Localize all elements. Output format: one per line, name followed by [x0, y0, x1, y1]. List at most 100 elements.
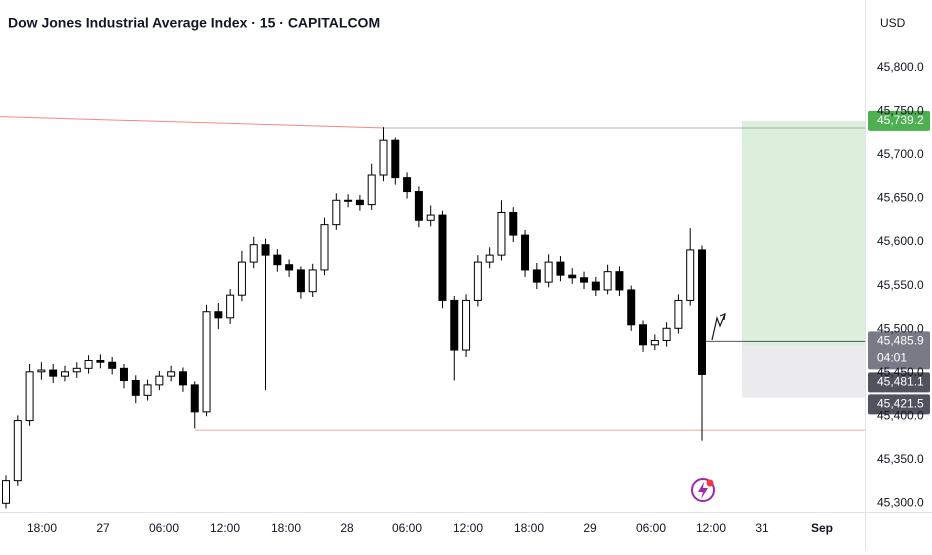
candle-body [214, 311, 223, 319]
y-tick-label: 45,800.0 [877, 60, 924, 74]
x-tick-label: 28 [340, 521, 354, 535]
price-badge-label: 45,421.5 [877, 397, 924, 411]
candle-body [591, 281, 600, 291]
candle-body [37, 369, 46, 373]
candle-body [686, 249, 695, 301]
x-tick-label: 27 [96, 521, 110, 535]
price-badge-label: 45,739.2 [877, 113, 924, 127]
price-badge [868, 331, 930, 370]
candle-body [320, 224, 329, 271]
candle-body [650, 339, 659, 346]
target-zone [742, 120, 865, 346]
candle-body [662, 327, 671, 341]
y-tick-label: 45,300.0 [877, 495, 924, 509]
candle-body [308, 269, 317, 293]
y-tick-label: 45,550.0 [877, 278, 924, 292]
price-badge-label: 45,485.9 [877, 334, 924, 348]
candle-body [84, 359, 93, 369]
candle-body [25, 371, 34, 422]
candle-body [698, 249, 706, 375]
x-tick-label: Sep [811, 521, 833, 535]
candle-body [296, 269, 305, 293]
candle-body [462, 299, 471, 351]
candle-body [285, 264, 294, 271]
candle-body [178, 371, 187, 386]
candle-body [438, 214, 447, 301]
candle-body [119, 367, 128, 382]
y-tick-label: 45,600.0 [877, 234, 924, 248]
candle-body [497, 211, 506, 256]
candle-body [49, 369, 58, 377]
x-tick-label: 12:00 [696, 521, 726, 535]
candle-body [450, 299, 459, 351]
candle-body [391, 139, 400, 179]
y-tick-label: 45,400.0 [877, 408, 924, 422]
price-badge [868, 372, 930, 393]
x-tick-label: 12:00 [453, 521, 483, 535]
drawing-arrow [711, 313, 726, 341]
candle-body [379, 139, 388, 176]
candle-body [639, 324, 648, 346]
drawing-arrow-head [719, 313, 726, 321]
x-tick-label: 29 [583, 521, 597, 535]
candle-body [355, 199, 364, 206]
candle-body [403, 177, 412, 193]
y-tick-label: 45,500.0 [877, 321, 924, 335]
candle-body [603, 271, 612, 291]
candle-body [580, 277, 589, 283]
candle-body [332, 199, 341, 226]
candle-body [60, 371, 69, 377]
trend-line [0, 116, 386, 129]
event-dot [706, 479, 714, 487]
candle-body [108, 361, 117, 369]
candle-body [426, 214, 435, 221]
chart-title: Dow Jones Industrial Average Index · 15 … [8, 15, 380, 31]
candle-body [521, 234, 530, 271]
candle-body [155, 375, 164, 386]
candle-body [344, 199, 353, 202]
x-tick-label: 06:00 [392, 521, 422, 535]
candle-body [226, 294, 235, 319]
y-tick-label: 45,750.0 [877, 104, 924, 118]
y-tick-label: 45,700.0 [877, 147, 924, 161]
candle-body [627, 289, 636, 326]
x-tick-label: 06:00 [636, 521, 666, 535]
candle-body [544, 261, 553, 283]
x-tick-label: 18:00 [271, 521, 301, 535]
x-tick-label: 18:00 [514, 521, 544, 535]
y-tick-label: 45,450.0 [877, 365, 924, 379]
candle-body [143, 384, 152, 396]
candle-body [414, 191, 423, 221]
candle-body [556, 261, 565, 276]
candle-body [72, 367, 81, 373]
x-tick-label: 31 [755, 521, 769, 535]
candle-body [532, 269, 541, 283]
x-tick-label: 18:00 [27, 521, 57, 535]
candle-body [249, 244, 258, 263]
stop-zone [742, 345, 865, 398]
y-tick-label: 45,650.0 [877, 191, 924, 205]
candle-body [237, 261, 246, 296]
candle-body [615, 271, 624, 291]
candle-body [485, 254, 494, 263]
candle-body [367, 174, 376, 206]
candle-body [2, 480, 10, 504]
event-bolt [698, 482, 708, 499]
candle-body [261, 244, 270, 256]
candle-body [190, 384, 199, 413]
candle-body [167, 371, 176, 377]
candle-body [473, 261, 482, 301]
candle-body [96, 359, 105, 363]
candle-body [568, 274, 577, 279]
candle-body [674, 299, 683, 329]
candle-body [13, 420, 22, 482]
currency: USD [880, 16, 906, 30]
price-badge [868, 110, 930, 131]
candle-body [131, 380, 140, 396]
y-tick-label: 45,350.0 [877, 452, 924, 466]
price-badge-label: 45,481.1 [877, 375, 924, 389]
candle-body [509, 211, 518, 236]
event-icon[interactable] [691, 478, 715, 502]
